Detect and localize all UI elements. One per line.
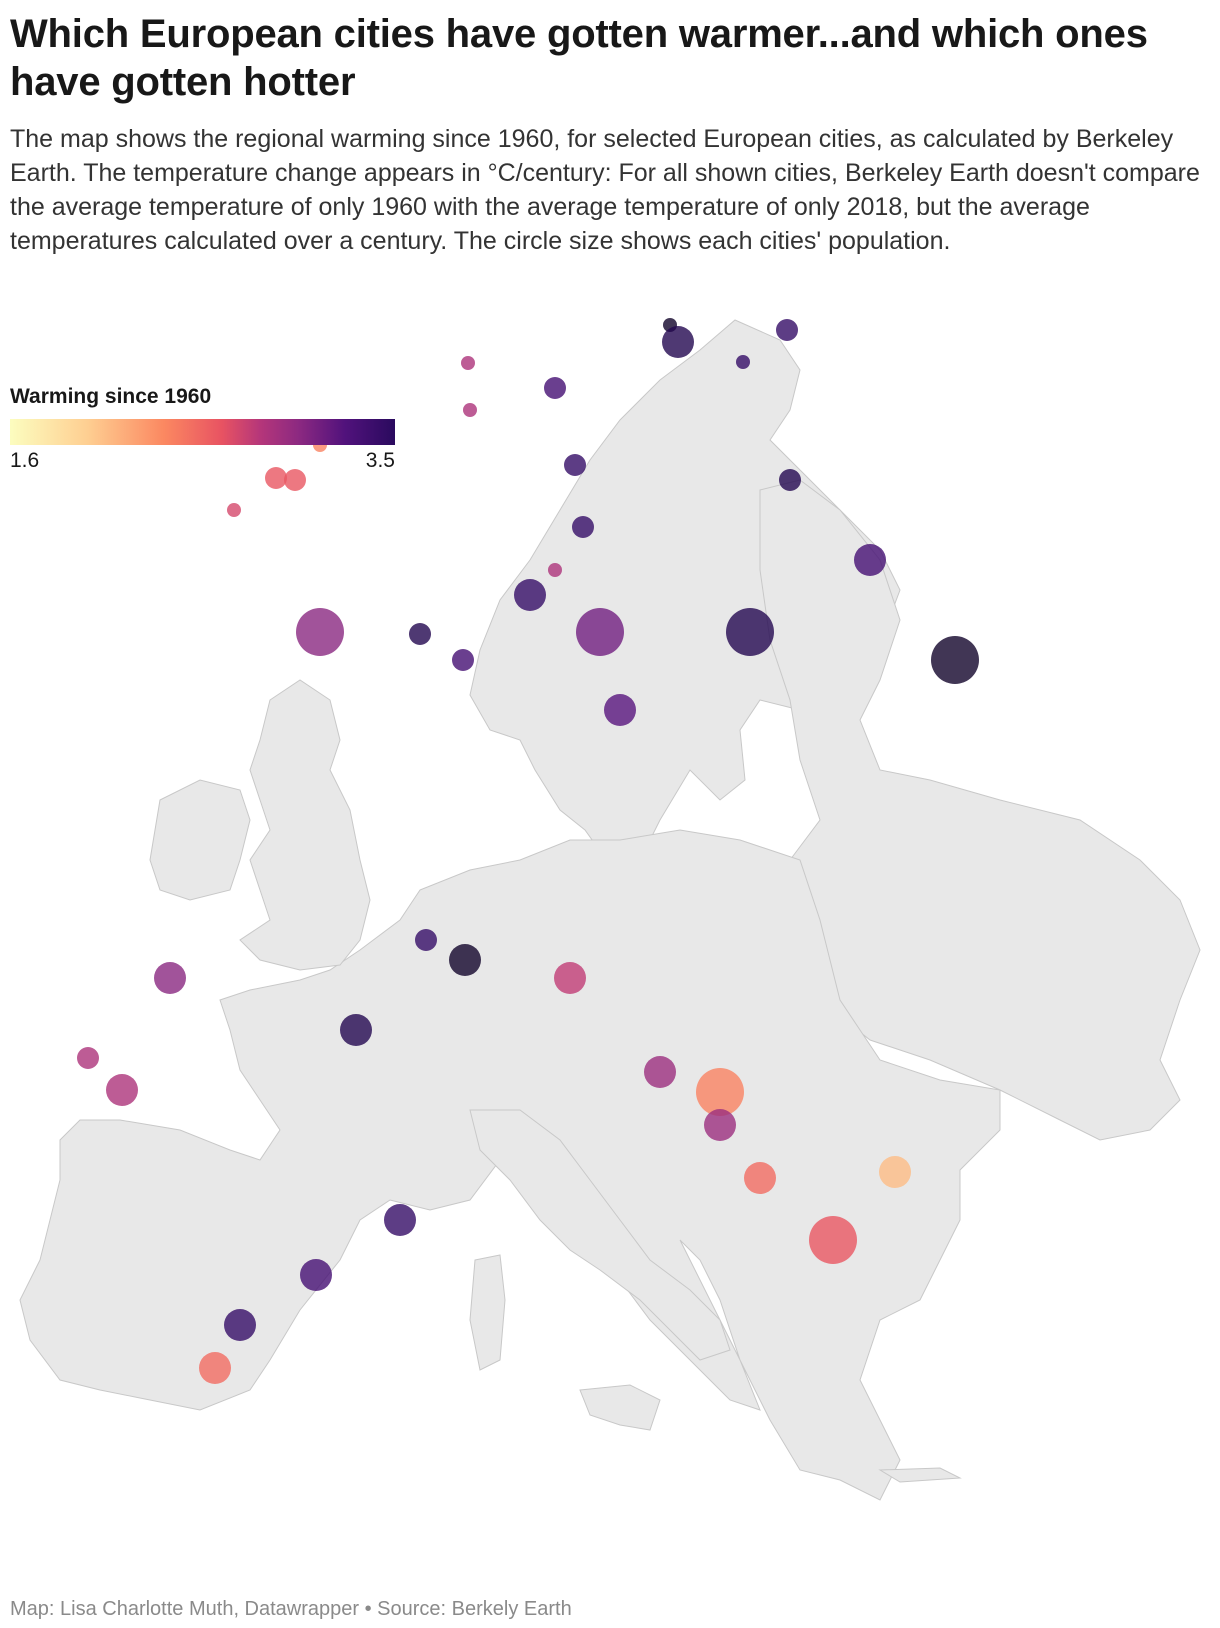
city-bubble: [224, 1309, 256, 1341]
land-layer: [19, 319, 1201, 1501]
city-bubble: [449, 944, 481, 976]
city-bubble: [77, 1047, 99, 1069]
europe-map: [0, 300, 1220, 1590]
map-canvas: [19, 318, 1201, 1501]
city-bubble: [409, 623, 431, 645]
city-bubble: [744, 1162, 776, 1194]
city-bubble: [384, 1204, 416, 1236]
city-bubble: [548, 563, 562, 577]
chart-title: Which European cities have gotten warmer…: [10, 12, 1148, 104]
land-italy: [469, 1109, 731, 1361]
city-bubble: [154, 962, 186, 994]
chart-description: The map shows the regional warming since…: [10, 125, 1200, 255]
city-bubble: [879, 1156, 911, 1188]
land-sicily: [579, 1384, 661, 1431]
legend-max-label: 3.5: [365, 449, 395, 472]
land-crete: [878, 1467, 962, 1483]
legend-min-label: 1.6: [10, 449, 40, 472]
city-bubble: [736, 355, 750, 369]
color-legend: Warming since 1960 1.6 3.5: [10, 385, 395, 475]
city-bubble: [776, 319, 798, 341]
city-bubble: [300, 1259, 332, 1291]
city-bubbles: [77, 318, 979, 1384]
city-bubble: [576, 608, 624, 656]
land-finland-baltics: [759, 479, 1201, 1141]
legend-gradient-bar: [10, 419, 395, 445]
city-bubble: [265, 467, 287, 489]
city-bubble: [106, 1074, 138, 1106]
legend-title: Warming since 1960: [10, 385, 212, 408]
city-bubble: [662, 326, 694, 358]
city-bubble: [514, 579, 546, 611]
city-bubble: [284, 469, 306, 491]
city-bubble: [199, 1352, 231, 1384]
city-bubble: [931, 636, 979, 684]
city-bubble: [227, 503, 241, 517]
land-sardinia-corsica: [469, 1254, 506, 1371]
city-bubble: [461, 356, 475, 370]
city-bubble: [696, 1068, 744, 1116]
city-bubble: [854, 544, 886, 576]
city-bubble: [779, 469, 801, 491]
legend-labels: 1.6 3.5: [10, 449, 395, 475]
city-bubble: [544, 377, 566, 399]
city-bubble: [564, 454, 586, 476]
city-bubble: [604, 694, 636, 726]
city-bubble: [809, 1216, 857, 1264]
city-bubble: [452, 649, 474, 671]
chart-footer: Map: Lisa Charlotte Muth, Datawrapper • …: [10, 1598, 572, 1620]
city-bubble: [572, 516, 594, 538]
land-great-britain: [239, 679, 371, 971]
city-bubble: [554, 962, 586, 994]
land-ireland: [149, 779, 251, 901]
city-bubble: [704, 1109, 736, 1141]
city-bubble: [296, 608, 344, 656]
chart-header: Which European cities have gotten warmer…: [10, 10, 1205, 258]
city-bubble: [644, 1056, 676, 1088]
city-bubble: [340, 1014, 372, 1046]
city-bubble: [415, 929, 437, 951]
city-bubble: [463, 403, 477, 417]
city-bubble: [726, 608, 774, 656]
